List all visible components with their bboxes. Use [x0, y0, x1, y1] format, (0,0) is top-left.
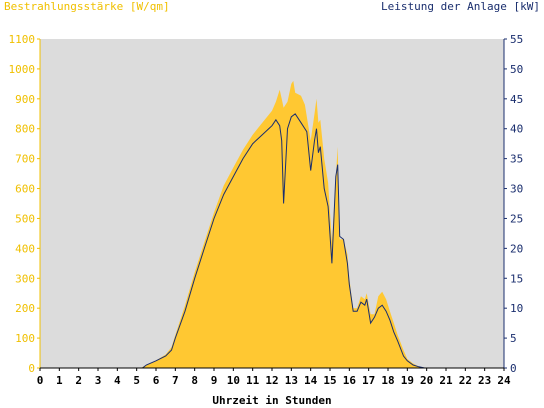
- left-tick-label: 0: [28, 362, 35, 375]
- left-tick-label: 1100: [9, 33, 36, 46]
- x-tick-label: 1: [56, 374, 63, 387]
- left-axis-title: Bestrahlungsstärke [W/qm]: [4, 0, 170, 13]
- x-tick-label: 8: [191, 374, 198, 387]
- right-axis-title: Leistung der Anlage [kW]: [381, 0, 540, 13]
- left-tick-label: 100: [15, 332, 35, 345]
- x-tick-label: 12: [265, 374, 278, 387]
- x-tick-label: 5: [133, 374, 140, 387]
- x-tick-label: 3: [95, 374, 102, 387]
- power-line: [40, 113, 504, 369]
- right-tick-label: 40: [510, 123, 523, 136]
- left-tick-label: 800: [15, 123, 35, 136]
- right-tick-label: 10: [510, 302, 523, 315]
- x-tick-label: 18: [381, 374, 394, 387]
- right-tick-label: 0: [510, 362, 517, 375]
- x-tick-label: 4: [114, 374, 121, 387]
- x-tick-label: 2: [75, 374, 82, 387]
- left-tick-label: 700: [15, 153, 35, 166]
- left-tick-label: 500: [15, 212, 35, 225]
- right-tick-label: 35: [510, 153, 523, 166]
- x-tick-label: 20: [420, 374, 433, 387]
- right-tick-label: 45: [510, 93, 523, 106]
- x-tick-label: 16: [343, 374, 357, 387]
- x-tick-label: 17: [362, 374, 375, 387]
- left-tick-label: 200: [15, 302, 35, 315]
- x-tick-label: 9: [211, 374, 218, 387]
- x-tick-label: 7: [172, 374, 179, 387]
- right-tick-label: 5: [510, 332, 517, 345]
- x-tick-label: 22: [459, 374, 472, 387]
- irradiance-area: [40, 80, 504, 369]
- x-tick-label: 23: [478, 374, 491, 387]
- right-tick-label: 30: [510, 183, 523, 196]
- x-tick-label: 6: [153, 374, 160, 387]
- left-tick-label: 300: [15, 272, 35, 285]
- right-tick-label: 50: [510, 63, 523, 76]
- right-tick-label: 20: [510, 242, 523, 255]
- x-tick-label: 10: [227, 374, 240, 387]
- x-tick-label: 21: [439, 374, 453, 387]
- right-tick-label: 25: [510, 212, 523, 225]
- right-tick-label: 15: [510, 272, 523, 285]
- x-axis-title: Uhrzeit in Stunden: [212, 394, 332, 407]
- left-tick-label: 1000: [9, 63, 36, 76]
- x-tick-label: 14: [304, 374, 318, 387]
- left-tick-label: 400: [15, 242, 35, 255]
- x-tick-label: 24: [497, 374, 511, 387]
- x-tick-label: 13: [285, 374, 298, 387]
- x-tick-label: 19: [401, 374, 414, 387]
- left-tick-label: 900: [15, 93, 35, 106]
- right-tick-label: 55: [510, 33, 523, 46]
- x-tick-label: 15: [323, 374, 336, 387]
- x-tick-label: 11: [246, 374, 260, 387]
- left-tick-label: 600: [15, 183, 35, 196]
- x-tick-label: 0: [37, 374, 44, 387]
